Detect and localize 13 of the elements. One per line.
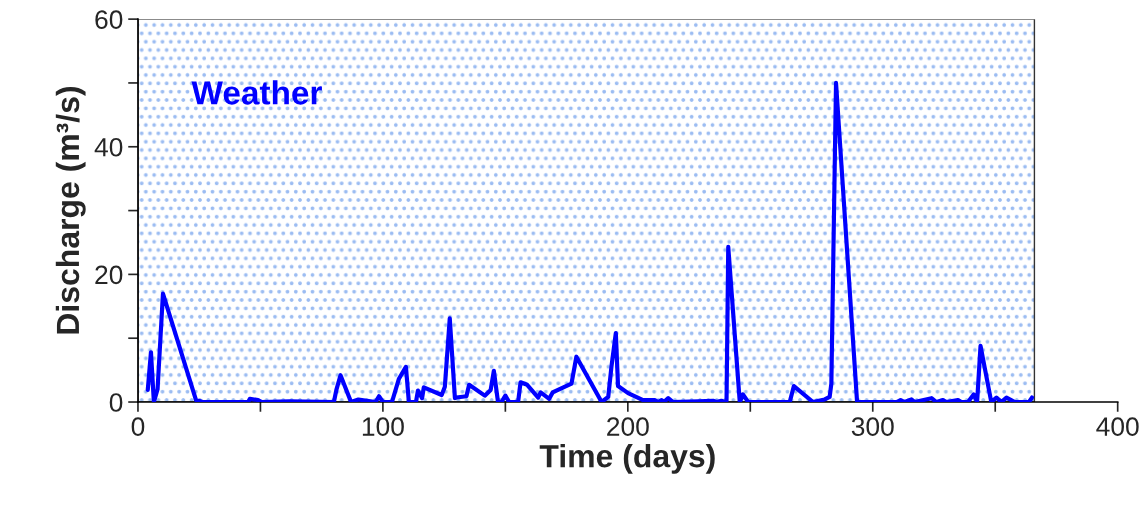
x-tick-label: 400 — [1096, 417, 1139, 436]
y-tick-label: 0 — [109, 393, 123, 412]
y-tick-label: 40 — [94, 137, 123, 157]
x-tick-label: 0 — [131, 417, 145, 436]
text: Weather — [191, 80, 322, 105]
x-tick-label: 200 — [607, 417, 649, 436]
x-tick-label: 300 — [851, 417, 894, 436]
x-axis-title: Time (days) — [539, 443, 715, 474]
x-tick-label: 100 — [362, 417, 404, 436]
y-tick-label: 60 — [95, 10, 123, 29]
y-axis-title: Discharge (m³/s) — [55, 87, 86, 334]
line-series — [145, 80, 1035, 403]
y-tick-label: 20 — [95, 265, 123, 285]
